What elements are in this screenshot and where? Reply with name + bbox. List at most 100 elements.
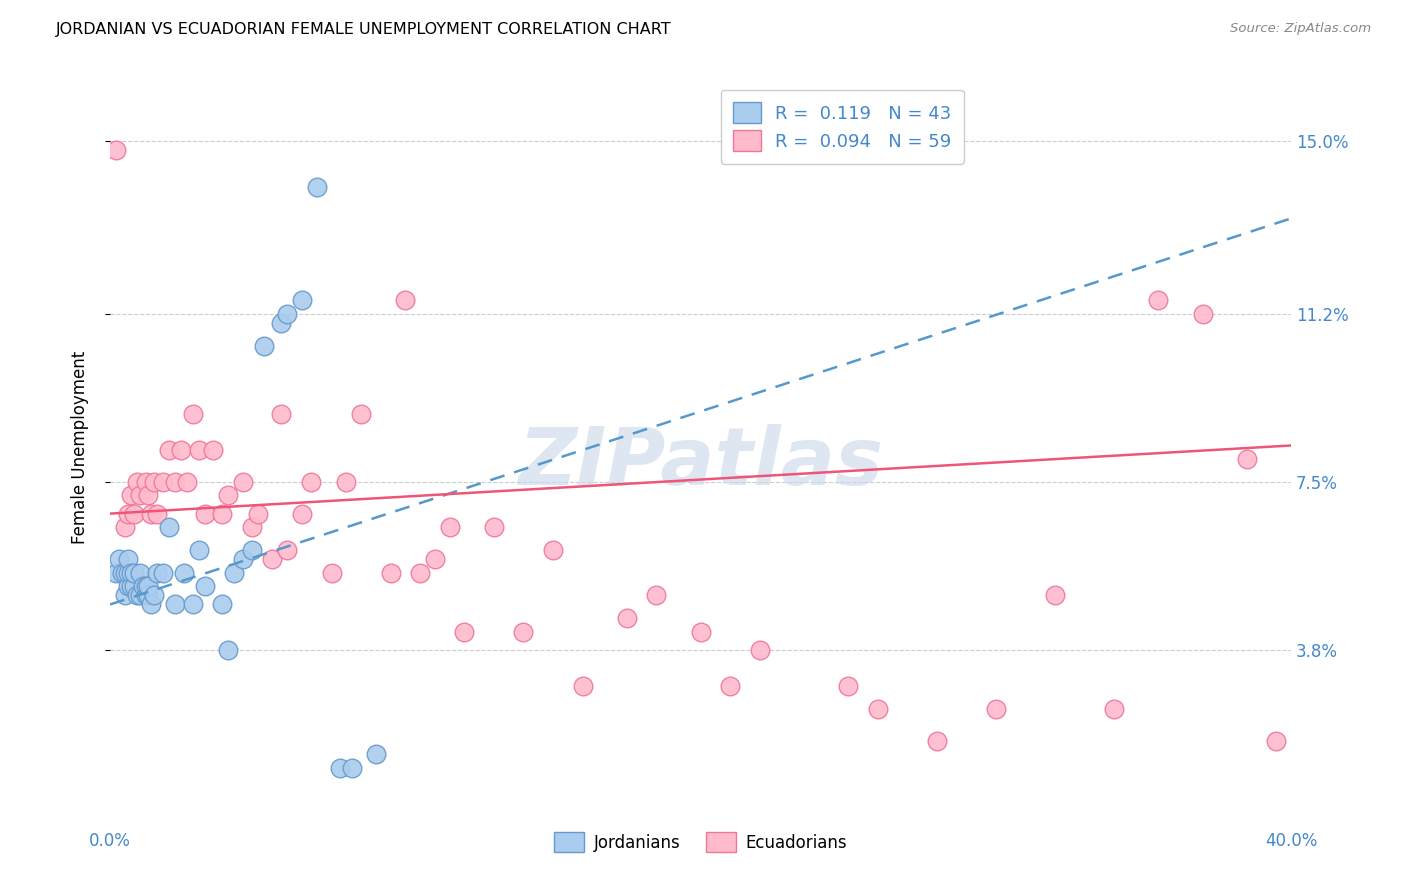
Point (122, 507, 145, 521)
Point (837, 679, 859, 693)
Point (246, 507, 269, 521)
Point (305, 179, 328, 194)
Point (202, 443, 225, 458)
Point (453, 624, 475, 639)
Point (152, 475, 174, 489)
Point (270, 316, 292, 330)
Point (181, 598, 204, 612)
Point (193, 579, 215, 593)
Point (1043, 588, 1066, 602)
Point (291, 293, 314, 307)
Point (122, 566, 145, 580)
Point (291, 507, 314, 521)
Point (146, 507, 169, 521)
Point (181, 407, 204, 421)
Point (342, 761, 364, 775)
Point (211, 598, 233, 612)
Point (128, 566, 150, 580)
Point (321, 566, 343, 580)
Point (217, 488, 239, 502)
Point (748, 643, 770, 657)
Point (409, 566, 432, 580)
Point (170, 443, 193, 458)
Point (1236, 452, 1258, 467)
Point (1147, 293, 1170, 307)
Point (984, 702, 1007, 716)
Point (276, 543, 298, 558)
Point (329, 761, 352, 775)
Point (128, 588, 150, 602)
Point (380, 566, 402, 580)
Point (108, 552, 131, 566)
Point (187, 543, 209, 558)
Point (240, 520, 263, 534)
Point (138, 588, 160, 602)
Point (482, 520, 505, 534)
Y-axis label: Female Unemployment: Female Unemployment (72, 351, 89, 544)
Point (104, 143, 127, 157)
Point (571, 679, 593, 693)
Point (138, 579, 160, 593)
Text: ZIPatlas: ZIPatlas (519, 424, 883, 501)
Point (187, 443, 209, 458)
Point (645, 588, 668, 602)
Point (423, 552, 446, 566)
Point (128, 488, 150, 502)
Point (163, 475, 186, 489)
Point (439, 520, 461, 534)
Point (120, 566, 142, 580)
Point (141, 598, 163, 612)
Point (718, 679, 741, 693)
Point (152, 566, 174, 580)
Text: JORDANIAN VS ECUADORIAN FEMALE UNEMPLOYMENT CORRELATION CHART: JORDANIAN VS ECUADORIAN FEMALE UNEMPLOYM… (56, 22, 672, 37)
Text: Source: ZipAtlas.com: Source: ZipAtlas.com (1230, 22, 1371, 36)
Point (120, 579, 142, 593)
Point (232, 475, 254, 489)
Point (299, 475, 322, 489)
Point (1191, 307, 1213, 321)
Point (138, 488, 160, 502)
Point (146, 566, 169, 580)
Point (616, 611, 638, 625)
Point (114, 566, 136, 580)
Point (541, 543, 564, 558)
Point (252, 338, 274, 352)
Point (176, 475, 198, 489)
Point (157, 443, 180, 458)
Point (117, 552, 139, 566)
Point (1102, 702, 1125, 716)
Point (364, 747, 387, 762)
Point (866, 702, 889, 716)
Point (143, 475, 166, 489)
Point (117, 507, 139, 521)
Point (134, 475, 156, 489)
Point (117, 566, 139, 580)
Point (111, 566, 134, 580)
Legend: R =  0.119   N = 43, R =  0.094   N = 59: R = 0.119 N = 43, R = 0.094 N = 59 (721, 89, 965, 164)
Point (114, 520, 136, 534)
Point (143, 588, 166, 602)
Point (350, 407, 373, 421)
Point (689, 624, 711, 639)
Point (122, 579, 145, 593)
Point (125, 588, 148, 602)
Point (394, 293, 416, 307)
Point (114, 588, 136, 602)
Point (240, 543, 263, 558)
Point (335, 475, 357, 489)
Point (134, 579, 156, 593)
Point (173, 566, 195, 580)
Point (512, 624, 534, 639)
Point (222, 566, 245, 580)
Point (211, 507, 233, 521)
Point (1265, 733, 1288, 747)
Point (120, 488, 142, 502)
Point (157, 520, 180, 534)
Point (217, 643, 239, 657)
Point (163, 598, 186, 612)
Point (134, 588, 156, 602)
Point (125, 475, 148, 489)
Point (270, 407, 292, 421)
Point (117, 579, 139, 593)
Point (104, 566, 127, 580)
